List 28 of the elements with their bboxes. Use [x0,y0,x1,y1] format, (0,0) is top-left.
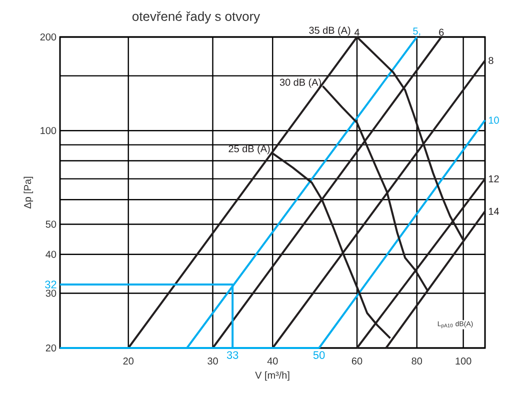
x-tick-label: 40 [267,357,278,365]
series-label: 6 [439,28,444,36]
series-label: 12 [488,175,499,182]
y-tick-label: 100 [40,127,56,134]
series-label: 8 [488,57,494,64]
x-axis-title: V [m³/h] [255,371,290,381]
series-label: 4 [354,28,360,36]
chart-title: otevřené řady s otvory [132,11,260,24]
y-tick-label: 40 [46,250,56,258]
series-label: 14 [488,208,499,215]
annotation: 33 [226,351,238,359]
y-tick-label: 50 [46,220,56,228]
x-tick-label: 30 [208,357,218,365]
x-tick-label: 100 [456,357,472,365]
y-tick-label: 200 [40,33,56,41]
series-label: 30 dB (A) [280,78,321,88]
series-label: 35 dB (A) [309,26,350,36]
y-tick-label: 20 [46,344,56,352]
x-tick-label: 60 [352,357,362,365]
y-tick-label: 30 [46,290,56,297]
series-label: 5, [413,28,420,36]
x-tick-label: 20 [123,357,134,365]
annotation: 32 [45,280,56,288]
x-tick-label: 80 [412,357,422,365]
y-axis-title: Δp [Pa] [24,176,34,209]
annotation: 50 [313,351,325,359]
series-label: 10 [488,116,499,124]
series-label: 25 dB (A) [228,144,270,154]
